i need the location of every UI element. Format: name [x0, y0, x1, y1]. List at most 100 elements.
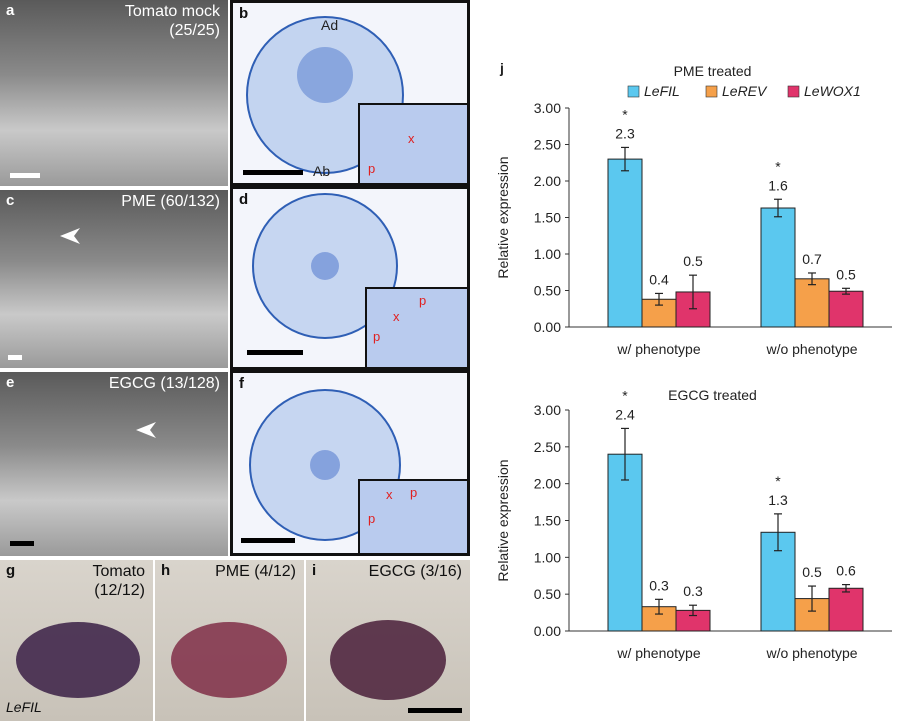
cross-section-illustration	[252, 193, 398, 339]
y-tick-label: 2.00	[534, 476, 561, 492]
x-tick-label: w/o phenotype	[765, 645, 857, 661]
x-tick-label: w/o phenotype	[765, 341, 857, 357]
phloem-label: p	[368, 161, 376, 176]
panel-a-title: Tomato mock (25/25)	[124, 3, 220, 39]
data-label: 0.3	[683, 583, 703, 599]
expression-bar-charts: j PME treated LeFIL LeREV LeWOX1 0.00 0.50 1.00…	[495, 60, 892, 661]
bar	[760, 207, 796, 328]
panel-label-g: g	[6, 562, 16, 579]
scale-bar	[243, 170, 303, 175]
y-tick-label: 1.00	[534, 246, 561, 262]
panel-f-histology-image: f x p p	[230, 370, 470, 556]
chart-title: EGCG treated	[668, 387, 757, 403]
phloem-label: p	[419, 293, 427, 308]
panel-label-f: f	[239, 375, 244, 392]
xylem-label: x	[408, 131, 415, 146]
y-tick-label: 2.50	[534, 137, 561, 153]
adaxial-label: Ad	[321, 17, 339, 33]
data-label: 0.5	[802, 564, 822, 580]
y-tick-label: 3.00	[534, 100, 561, 116]
significance-star: *	[775, 473, 781, 489]
panel-label-d: d	[239, 191, 249, 208]
bar	[828, 587, 864, 632]
data-label: 2.3	[615, 125, 635, 141]
panel-label-c: c	[6, 192, 15, 209]
panel-e-sem-image: e EGCG (13/128)	[0, 372, 228, 556]
panel-i-insitu-image: i EGCG (3/16)	[306, 560, 470, 721]
data-label: 0.5	[836, 266, 856, 282]
gene-label: LeFIL	[6, 699, 42, 715]
phloem-label: p	[373, 329, 381, 344]
embryo-stain-illustration	[16, 622, 140, 698]
bar	[794, 278, 830, 328]
arrowhead-icon	[136, 422, 156, 438]
panel-h-title: PME (4/12)	[215, 563, 296, 580]
y-axis-label: Relative expression	[495, 156, 511, 278]
y-axis-label: Relative expression	[495, 459, 511, 581]
data-label: 0.4	[649, 271, 669, 287]
y-tick-label: 0.00	[534, 623, 561, 639]
legend-label: LeWOX1	[804, 83, 861, 99]
embryo-stain-illustration	[171, 622, 287, 698]
panel-h-insitu-image: h PME (4/12)	[155, 560, 304, 721]
panel-g-insitu-image: g Tomato (12/12) LeFIL	[0, 560, 153, 721]
panel-i-title: EGCG (3/16)	[368, 563, 462, 580]
y-tick-label: 3.00	[534, 402, 561, 418]
data-label: 2.4	[615, 406, 635, 422]
legend-label: LeFIL	[644, 83, 680, 99]
panel-label-h: h	[161, 562, 171, 579]
scale-bar	[241, 538, 295, 543]
panel-c-sem-image: c PME (60/132)	[0, 190, 228, 368]
phloem-label: p	[368, 511, 376, 526]
data-label: 0.3	[649, 577, 669, 593]
panel-label-b: b	[239, 5, 249, 22]
data-label: 0.6	[836, 563, 856, 579]
embryo-stain-illustration	[330, 620, 446, 700]
y-tick-label: 1.50	[534, 513, 561, 529]
y-tick-label: 2.00	[534, 173, 561, 189]
panel-a-sem-image: a Tomato mock (25/25)	[0, 0, 228, 186]
panel-c-title: PME (60/132)	[121, 193, 220, 210]
panel-d-histology-image: d p x p	[230, 186, 470, 370]
scale-bar	[247, 350, 303, 355]
panel-label-e: e	[6, 374, 15, 391]
scale-bar	[10, 541, 34, 546]
panel-label-i: i	[312, 562, 317, 579]
legend-swatch	[787, 85, 800, 98]
y-tick-label: 0.00	[534, 319, 561, 335]
bar	[828, 290, 864, 328]
data-label: 0.7	[802, 251, 822, 267]
significance-star: *	[775, 158, 781, 174]
significance-star: *	[622, 106, 628, 122]
phloem-label: p	[410, 485, 418, 500]
scale-bar	[8, 355, 22, 360]
chart-title: PME treated	[674, 63, 752, 79]
bar	[641, 298, 677, 328]
significance-star: *	[622, 387, 628, 403]
abaxial-label: Ab	[313, 163, 331, 179]
arrowhead-icon	[60, 228, 80, 244]
legend-label: LeREV	[722, 83, 768, 99]
y-tick-label: 1.50	[534, 210, 561, 226]
y-tick-label: 0.50	[534, 586, 561, 602]
y-tick-label: 1.00	[534, 549, 561, 565]
panel-b-histology-image: b Ad Ab x p	[230, 0, 470, 186]
panel-label-j: j	[499, 60, 504, 76]
panel-label-a: a	[6, 2, 15, 19]
bar	[607, 158, 643, 328]
data-label: 1.3	[768, 492, 788, 508]
xylem-label: x	[393, 309, 400, 324]
x-tick-label: w/ phenotype	[616, 341, 700, 357]
scale-bar	[408, 708, 462, 713]
panel-e-title: EGCG (13/128)	[108, 375, 220, 392]
inset-image: x p	[358, 103, 467, 183]
inset-image: x p p	[358, 479, 467, 553]
legend-swatch	[627, 85, 640, 98]
x-tick-label: w/ phenotype	[616, 645, 700, 661]
panel-g-title: Tomato (12/12)	[92, 563, 145, 599]
scale-bar	[10, 173, 40, 178]
legend-swatch	[705, 85, 718, 98]
y-tick-label: 0.50	[534, 283, 561, 299]
data-label: 1.6	[768, 177, 788, 193]
y-tick-label: 2.50	[534, 439, 561, 455]
